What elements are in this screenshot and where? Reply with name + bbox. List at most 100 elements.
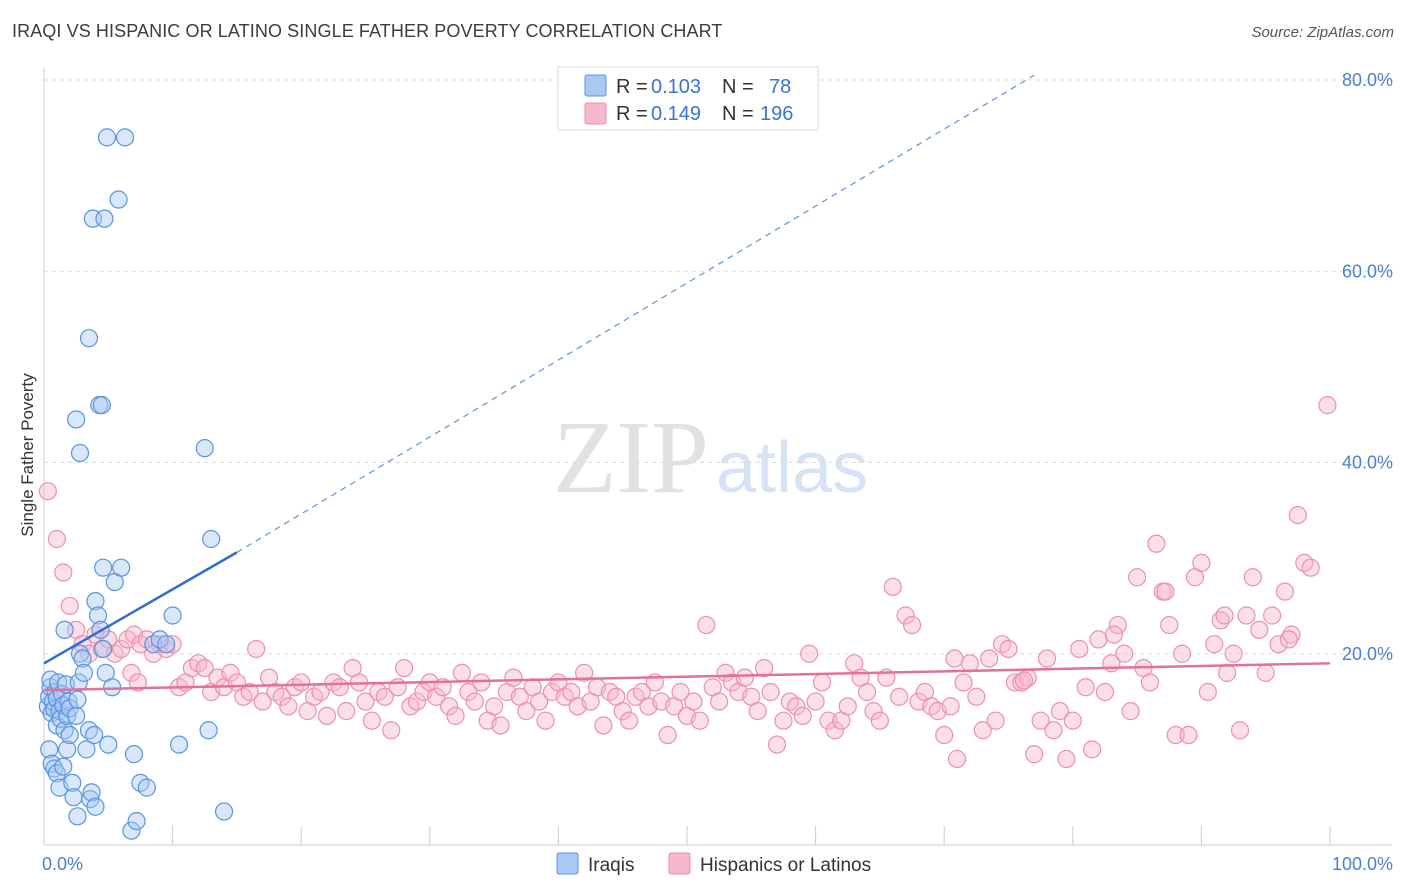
hispanic-point (748, 702, 767, 721)
hispanic-point (954, 673, 973, 692)
hispanic-point (1108, 615, 1127, 635)
hispanic-point (735, 668, 754, 687)
hispanic-point (1044, 721, 1063, 740)
iraqi-point (127, 811, 146, 831)
iraqi-point (42, 754, 61, 773)
hispanic-point (240, 682, 259, 702)
hispanic-point (1050, 702, 1070, 721)
y-tick-label-60: 60.0% (1342, 261, 1393, 281)
hispanic-point (947, 749, 967, 769)
hispanic-point (1160, 615, 1179, 635)
hispanic-point (330, 678, 349, 697)
hispanic-point (1089, 630, 1108, 649)
hispanic-point (864, 702, 883, 721)
hispanic-point (890, 687, 909, 706)
hispanic-point (1318, 396, 1337, 415)
hispanic-point (1230, 721, 1250, 740)
hispanic-point (1237, 606, 1256, 625)
hispanic-point (439, 697, 459, 716)
iraqi-point (59, 692, 78, 711)
hispanic-point (883, 577, 902, 596)
legend-n-value-iraqis: 78 (769, 76, 791, 98)
hispanic-point (517, 702, 536, 721)
hispanic-point (122, 663, 141, 682)
hispanic-point (1070, 639, 1089, 659)
hispanic-point (935, 725, 954, 745)
hispanic-point (247, 639, 266, 659)
legend-r-label-iraqis: R = (616, 76, 648, 98)
hispanic-point (774, 711, 793, 730)
iraqis-trend-extension (236, 74, 1035, 553)
hispanic-point (221, 663, 240, 682)
y-tick-label-40: 40.0% (1342, 453, 1393, 473)
hispanic-point (1063, 711, 1082, 730)
hispanic-point (491, 716, 510, 735)
hispanic-point (1243, 568, 1262, 587)
hispanic-point (128, 673, 147, 692)
hispanic-point (896, 606, 915, 625)
hispanic-point (800, 644, 819, 663)
hispanic-point (407, 692, 427, 711)
hispanic-point (530, 692, 549, 711)
hispanic-point (1095, 682, 1115, 702)
source-label: Source: ZipAtlas.com (1251, 24, 1394, 41)
hispanic-point (292, 673, 311, 692)
chart-title: IRAQI VS HISPANIC OR LATINO SINGLE FATHE… (12, 21, 723, 41)
iraqi-point (73, 649, 92, 668)
iraqi-point (103, 678, 122, 697)
hispanic-point (1205, 635, 1224, 654)
hispanic-point (710, 692, 729, 711)
hispanic-point (388, 678, 407, 697)
hispanic-point (594, 716, 613, 735)
hispanic-point (1127, 568, 1147, 587)
iraqi-point (68, 690, 87, 709)
hispanic-point (1014, 671, 1034, 690)
iraqi-point (137, 778, 156, 797)
iraqi-point (86, 797, 105, 816)
hispanic-point (658, 725, 677, 745)
iraqi-point (70, 443, 90, 463)
iraqi-point (124, 745, 144, 764)
hispanic-point (485, 697, 504, 716)
legend-r-value-hispanics: 0.149 (651, 103, 701, 125)
iraqi-point (122, 821, 141, 840)
iraqi-point (74, 663, 93, 682)
iraqi-point (67, 410, 86, 429)
x-axis-ticks (172, 826, 1331, 845)
hispanic-point (967, 687, 986, 706)
hispanic-point (812, 673, 832, 692)
iraqi-point (99, 735, 118, 754)
hispanic-point (1263, 606, 1282, 625)
hispanic-point (112, 639, 131, 659)
hispanic-point (1166, 725, 1185, 745)
hispanic-point (684, 692, 703, 711)
x-tick-label-0: 0.0% (42, 854, 83, 874)
iraqi-point (92, 396, 111, 415)
hispanic-point (279, 697, 298, 716)
hispanic-point (536, 711, 555, 730)
hispanic-point (472, 673, 491, 692)
iraqis-trend-line (43, 551, 238, 665)
iraqi-point (95, 209, 114, 228)
iraqi-point (77, 740, 96, 759)
hispanic-point (999, 639, 1018, 659)
hispanic-point (1301, 558, 1320, 577)
hispanic-point (452, 663, 472, 682)
hispanic-point (806, 692, 825, 711)
hispanic-point (857, 682, 877, 702)
iraqi-point (55, 620, 74, 639)
iraqi-point (163, 606, 182, 625)
hispanic-point (767, 735, 787, 754)
iraqi-point (69, 673, 88, 692)
hispanic-point (690, 711, 709, 730)
iraqi-point (157, 635, 176, 654)
hispanic-point (1250, 620, 1269, 639)
iraqi-point (85, 725, 104, 745)
hispanic-point (382, 721, 401, 740)
bottom-legend-swatch-hispanics (668, 852, 691, 875)
hispanic-point (1031, 711, 1050, 730)
iraqi-point (94, 558, 113, 577)
legend-swatch-hispanics (584, 102, 607, 125)
hispanic-point (195, 658, 214, 678)
y-tick-label-80: 80.0% (1342, 70, 1393, 90)
